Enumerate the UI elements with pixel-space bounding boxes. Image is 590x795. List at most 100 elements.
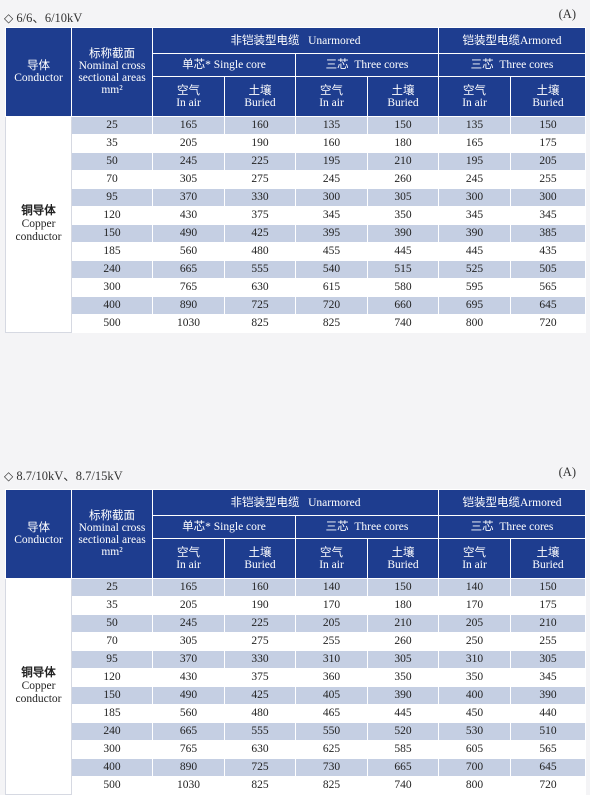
ampacity-cell: 450 [438, 704, 511, 723]
area-cell: 185 [71, 704, 153, 723]
area-cell: 300 [71, 740, 153, 759]
ampacity-cell: 645 [509, 296, 587, 315]
ampacity-cell: 465 [295, 704, 368, 723]
ampacity-cell: 170 [295, 596, 368, 615]
buried-header-zh: 土壤 [536, 546, 560, 559]
ampacity-cell: 400 [438, 686, 511, 705]
ampacity-cell: 245 [152, 152, 225, 171]
area-cell: 35 [71, 596, 153, 615]
buried-header: 土壤 Buried [224, 76, 296, 117]
ampacity-cell: 585 [367, 740, 439, 759]
diamond-icon: ◇ [4, 469, 14, 483]
header-row: 空气 In air 土壤 Buried 空气 In air 土壤 Buried 空气 In air… [6, 538, 587, 579]
ampacity-cell: 260 [367, 170, 439, 189]
ampacity-cell: 350 [367, 206, 439, 225]
ampacity-cell: 645 [509, 758, 587, 777]
ampacity-cell: 190 [224, 134, 296, 153]
ampacity-cell: 825 [224, 314, 296, 333]
in-air-header-en: In air [462, 96, 487, 109]
unit-label: (A) [558, 7, 576, 21]
single-core-header: 单芯* Single core [152, 515, 296, 539]
ampacity-cell: 530 [438, 722, 511, 741]
ampacity-cell: 345 [509, 206, 587, 225]
ampacity-cell: 205 [438, 614, 511, 633]
header-row: 导体 Conductor 标称截面 Nominal cross sectional a… [5, 489, 587, 579]
ampacity-cell: 555 [224, 722, 296, 741]
unarmored-header-zh: 非铠装型电缆 [230, 34, 300, 47]
ampacity-cell: 205 [152, 134, 225, 153]
table-row: 35 205 190 170 180 170 175 [6, 596, 587, 615]
header-row: 单芯* Single core 三芯 Three cores 三芯 Three co… [6, 53, 587, 77]
three-cores-header: 三芯 Three cores [295, 515, 439, 539]
buried-header-en: Buried [532, 558, 564, 571]
ampacity-cell: 305 [367, 650, 439, 669]
ampacity-cell: 480 [224, 242, 296, 261]
ampacity-cell: 345 [438, 206, 511, 225]
ampacity-cell: 550 [295, 722, 368, 741]
ampacity-cell: 405 [295, 686, 368, 705]
ampacity-cell: 210 [509, 614, 587, 633]
ampacity-cell: 225 [224, 152, 296, 171]
area-cell: 500 [71, 314, 153, 333]
unarmored-header: 非铠装型电缆 Unarmored [152, 489, 439, 516]
buried-header: 土壤 Buried [509, 76, 587, 117]
ampacity-cell: 660 [367, 296, 439, 315]
ampacity-cell: 480 [224, 704, 296, 723]
area-header-zh: 标称截面 [89, 48, 135, 60]
ampacity-cell: 225 [224, 614, 296, 633]
ampacity-cell: 245 [295, 170, 368, 189]
table-header: 导体 Conductor 标称截面 Nominal cross sectional a… [5, 27, 587, 117]
buried-header: 土壤 Buried [367, 76, 439, 117]
ampacity-cell: 695 [438, 296, 511, 315]
ampacity-cell: 505 [509, 260, 587, 279]
ampacity-cell: 245 [438, 170, 511, 189]
in-air-header-zh: 空气 [177, 84, 200, 97]
ampacity-cell: 800 [438, 776, 511, 795]
ampacity-cell: 430 [152, 206, 225, 225]
ampacity-cell: 515 [367, 260, 439, 279]
ampacity-cell: 665 [152, 722, 225, 741]
table-body: 铜导体 Copper conductor 25 165 160 140 150 140 150 3… [5, 578, 587, 795]
in-air-header-zh: 空气 [177, 546, 200, 559]
armored-header: 铠装型电缆Armored [437, 489, 587, 516]
single-core-header-en: Single core [213, 59, 266, 71]
ampacity-cell: 455 [295, 242, 368, 261]
unarmored-header-en: Unarmored [308, 34, 361, 47]
ampacity-cell: 395 [295, 224, 368, 243]
in-air-header: 空气 In air [152, 538, 225, 579]
armored-three-cores-header-en: Three cores [499, 59, 554, 71]
ampacity-cell: 825 [224, 776, 296, 795]
ampacity-cell: 730 [295, 758, 368, 777]
three-cores-header-en: Three cores [354, 59, 409, 71]
in-air-header-en: In air [462, 558, 487, 571]
table-row: 400 890 725 720 660 695 645 [6, 296, 587, 315]
ampacity-cell: 305 [152, 632, 225, 651]
ampacity-cell: 170 [438, 596, 511, 615]
ampacity-cell: 560 [152, 704, 225, 723]
armored-three-cores-header-zh: 三芯 [470, 59, 494, 71]
ampacity-cell: 305 [509, 650, 587, 669]
area-cell: 95 [71, 650, 153, 669]
ampacity-cell: 140 [295, 578, 368, 597]
conductor-header-en: Conductor [14, 72, 63, 84]
ampacity-cell: 245 [152, 614, 225, 633]
buried-header-en: Buried [387, 558, 419, 571]
table-row: 500 1030 825 825 740 800 720 [6, 314, 587, 333]
conductor-label-en: Copper conductor [15, 218, 62, 243]
ampacity-cell: 250 [438, 632, 511, 651]
ampacity-cell: 445 [438, 242, 511, 261]
voltage-title: ◇ 8.7/10kV、8.7/15kV [4, 469, 123, 483]
conductor-header-zh: 导体 [27, 522, 50, 534]
in-air-header-zh: 空气 [320, 546, 343, 559]
ampacity-cell: 630 [224, 740, 296, 759]
area-cell: 500 [71, 776, 153, 795]
table-row: 240 665 555 550 520 530 510 [6, 722, 587, 741]
ampacity-cell: 260 [367, 632, 439, 651]
ampacity-cell: 310 [295, 650, 368, 669]
ampacity-cell: 825 [295, 776, 368, 795]
table-row: 300 765 630 625 585 605 565 [6, 740, 587, 759]
area-cell: 50 [71, 614, 153, 633]
ampacity-cell: 135 [295, 116, 368, 135]
area-header-zh: 标称截面 [89, 510, 135, 522]
table-row: 150 490 425 405 390 400 390 [6, 686, 587, 705]
